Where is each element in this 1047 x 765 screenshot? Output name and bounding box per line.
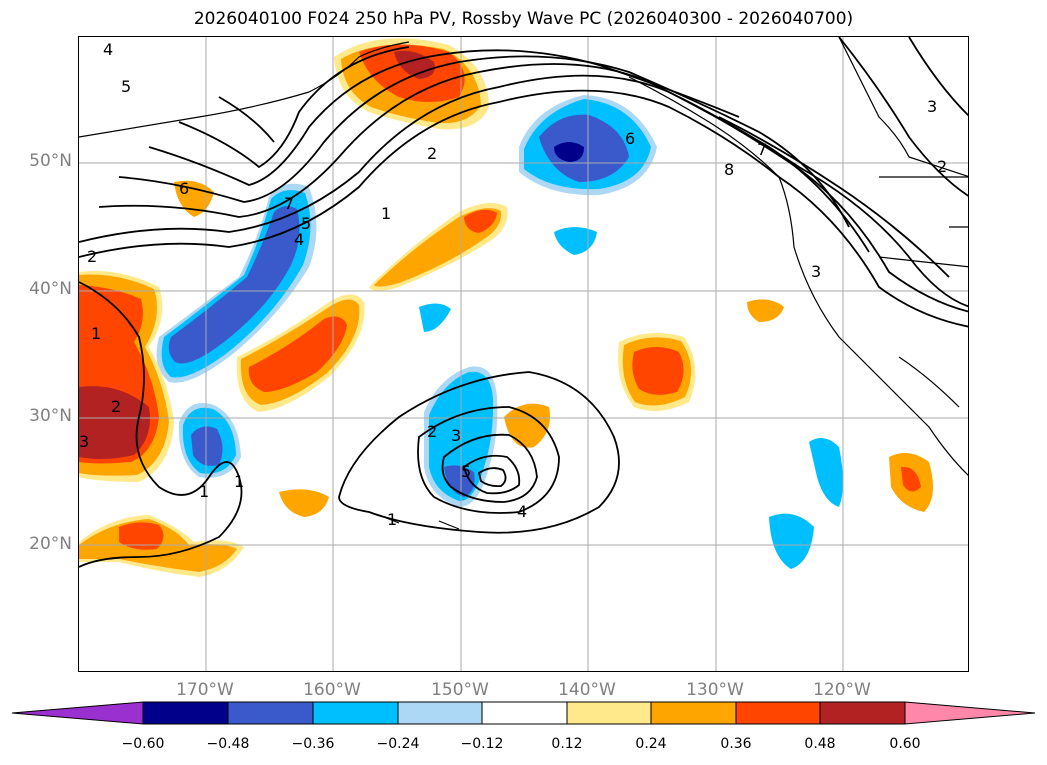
contour-label: 7 <box>284 194 294 213</box>
lon-label-140w: 140°W <box>558 680 616 700</box>
fill-negative-small-3 <box>419 303 451 332</box>
fill-positive-sw-strong <box>119 522 164 550</box>
lon-label-120w: 120°W <box>813 680 871 700</box>
gridlines <box>79 37 968 671</box>
fill-positive-west-max <box>79 386 150 460</box>
contour-label: 4 <box>517 502 527 521</box>
lon-label-170w: 170°W <box>176 680 234 700</box>
fill-positive-small-3 <box>747 299 784 322</box>
map-canvas: 4 5 6 7 5 4 2 1 8 6 7 3 2 3 1 2 3 1 4 5 … <box>79 37 968 671</box>
lat-label-40n: 40°N <box>29 279 72 299</box>
colorbar-tick-label: 0.48 <box>804 736 836 752</box>
colorbar-segment <box>312 701 399 725</box>
contour-label: 6 <box>625 129 635 148</box>
fill-positive-central-small <box>504 403 550 448</box>
colorbar-tick-label: −0.48 <box>206 736 250 752</box>
fill-positive-mid-strong <box>248 316 347 392</box>
contour-label: 4 <box>294 230 304 249</box>
contour-label: 8 <box>724 160 734 179</box>
colorbar-tick-label: −0.12 <box>460 736 504 752</box>
colorbar-segment <box>819 701 906 725</box>
colorbar <box>11 701 1036 725</box>
colorbar-tick-label: 0.12 <box>551 736 583 752</box>
fill-negative-170w-strong <box>191 426 223 466</box>
fill-negative-small-1 <box>809 438 843 507</box>
fill-negative-small-2 <box>769 513 814 569</box>
colorbar-extend-low <box>11 701 144 725</box>
colorbar-tick-label: 0.60 <box>889 736 921 752</box>
contour-label: 2 <box>111 397 121 416</box>
contours <box>79 37 968 568</box>
fill-positive-135w-strong <box>632 347 684 395</box>
fill-positive-small-1 <box>279 489 329 517</box>
page-title: 2026040100 F024 250 hPa PV, Rossby Wave … <box>193 9 854 29</box>
colorbar-segment <box>142 701 229 725</box>
contour-label: 2 <box>87 247 97 266</box>
coastlines <box>79 37 968 530</box>
contour-label: 4 <box>103 40 113 59</box>
contour-label: 5 <box>121 77 131 96</box>
lon-label-160w: 160°W <box>303 680 361 700</box>
colorbar-segment <box>397 701 483 725</box>
colorbar-segment <box>481 701 568 725</box>
fill-positive-small-4-core <box>901 466 921 492</box>
lat-label-30n: 30°N <box>29 406 72 426</box>
contour-label: 2 <box>427 144 437 163</box>
lon-label-150w: 150°W <box>431 680 489 700</box>
lat-label-20n: 20°N <box>29 534 72 554</box>
contour-label: 3 <box>79 432 89 451</box>
colorbar-tick-label: −0.36 <box>291 736 335 752</box>
contour-label: 1 <box>387 510 397 529</box>
colorbar-segment <box>566 701 652 725</box>
contour-label: 1 <box>91 324 101 343</box>
fill-negative-band-strong <box>168 206 300 364</box>
fill-negative-ne-strong <box>539 114 629 182</box>
colorbar-segment <box>650 701 737 725</box>
contour-label: 6 <box>179 179 189 198</box>
lon-label-130w: 130°W <box>686 680 744 700</box>
colorbar-tick-label: −0.24 <box>376 736 420 752</box>
colorbar-tick-label: 0.36 <box>720 736 752 752</box>
contour-label: 5 <box>301 214 311 233</box>
contour-label: 7 <box>757 140 767 159</box>
fill-negative-small-4 <box>554 227 597 255</box>
contour-label: 3 <box>927 97 937 116</box>
contour-label: 2 <box>427 422 437 441</box>
colorbar-segment <box>227 701 314 725</box>
colorbar-tick-label: 0.24 <box>635 736 667 752</box>
colorbar-tick-label: −0.60 <box>121 736 165 752</box>
lat-label-50n: 50°N <box>29 151 72 171</box>
contour-label: 1 <box>381 204 391 223</box>
contour-label: 1 <box>234 472 244 491</box>
contour-labels: 4 5 6 7 5 4 2 1 8 6 7 3 2 3 1 2 3 1 4 5 … <box>79 40 947 529</box>
contour-label: 1 <box>199 482 209 501</box>
fill-positive-band-strong <box>464 209 497 233</box>
map-frame: 4 5 6 7 5 4 2 1 8 6 7 3 2 3 1 2 3 1 4 5 … <box>78 36 969 672</box>
colorbar-extend-high <box>904 701 1036 725</box>
contour-label: 5 <box>461 462 471 481</box>
colorbar-segment <box>735 701 821 725</box>
contour-label: 2 <box>937 157 947 176</box>
contour-label: 3 <box>451 426 461 445</box>
contour-label: 3 <box>811 262 821 281</box>
fill-negative-ne-max <box>554 142 584 162</box>
